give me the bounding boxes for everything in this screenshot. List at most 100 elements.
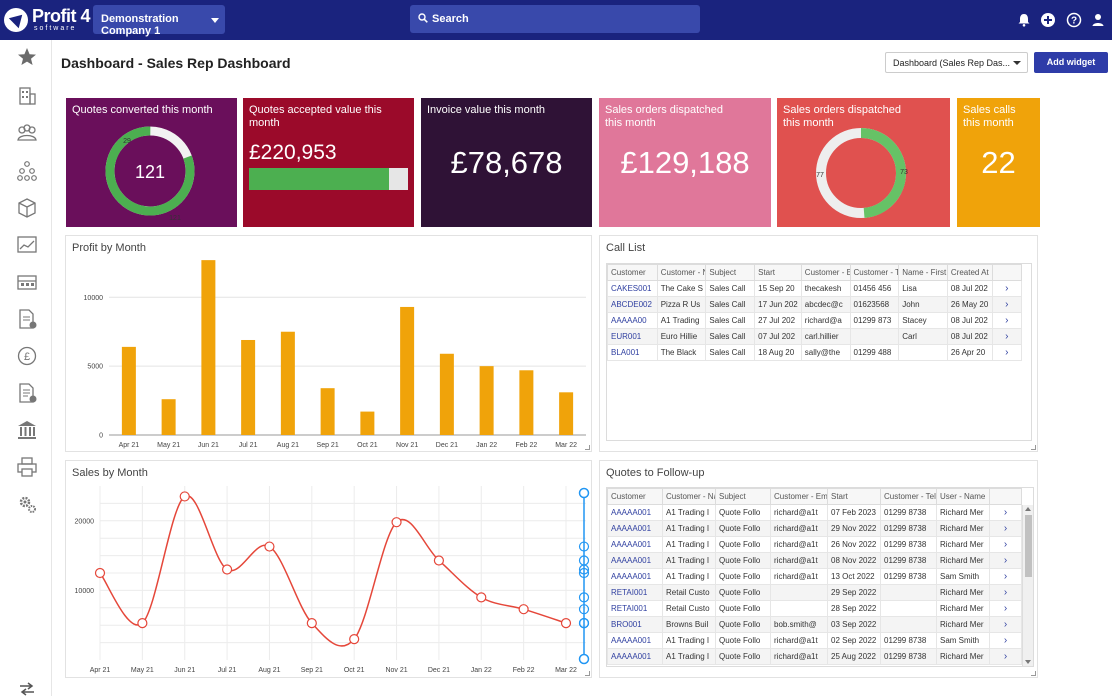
chevron-right-icon[interactable]: › <box>989 632 1022 649</box>
resize-handle[interactable] <box>585 445 590 450</box>
column-header[interactable]: Start <box>827 488 881 505</box>
resize-handle[interactable] <box>1031 671 1036 676</box>
hierarchy-icon[interactable] <box>16 160 38 182</box>
chevron-right-icon[interactable]: › <box>989 616 1022 633</box>
user-icon[interactable] <box>1090 12 1106 28</box>
column-header[interactable]: Customer - Em <box>800 264 851 281</box>
customer-link[interactable]: AAAAA001 <box>607 504 663 521</box>
sales-orders-donut-tile[interactable]: Sales orders dispatched this month 77 73 <box>777 98 950 227</box>
column-header[interactable]: Subject <box>705 264 756 281</box>
chevron-right-icon[interactable]: › <box>991 328 1023 345</box>
chevron-right-icon[interactable]: › <box>991 312 1023 329</box>
column-header[interactable]: Customer - Na <box>656 264 707 281</box>
customer-link[interactable]: AAAAA001 <box>607 568 663 585</box>
chevron-right-icon[interactable]: › <box>991 280 1023 297</box>
table-cell: Quote Follo <box>715 536 771 553</box>
customer-link[interactable]: AAAAA001 <box>607 520 663 537</box>
chevron-right-icon[interactable]: › <box>991 344 1023 361</box>
chevron-right-icon[interactable]: › <box>989 648 1022 665</box>
add-circle-icon[interactable] <box>1040 12 1056 28</box>
table-row[interactable]: AAAAA00 A1 Trading Sales Call 27 Jul 202 ric… <box>607 312 1023 329</box>
table-row[interactable]: AAAAA001 A1 Trading I Quote Follo richard@a… <box>607 568 1022 585</box>
search-input[interactable]: Search <box>410 5 700 33</box>
register-icon[interactable] <box>16 271 38 293</box>
customer-link[interactable]: CAKES001 <box>607 280 658 297</box>
scrollbar-thumb[interactable] <box>1025 515 1032 577</box>
star-icon[interactable] <box>16 46 38 68</box>
table-row[interactable]: RETAI001 Retail Custo Quote Follo 29 Sep 20… <box>607 584 1022 601</box>
scroll-down-icon[interactable] <box>1025 660 1031 664</box>
resize-handle[interactable] <box>1031 445 1036 450</box>
table-row[interactable]: AAAAA001 A1 Trading I Quote Follo richard@a… <box>607 632 1022 649</box>
sales-orders-value-tile[interactable]: Sales orders dispatched this month £129,… <box>599 98 771 227</box>
invoice-icon[interactable] <box>16 382 38 404</box>
document-add-icon[interactable] <box>16 308 38 330</box>
column-header[interactable]: Customer - Te <box>849 264 900 281</box>
chevron-right-icon[interactable]: › <box>989 584 1022 601</box>
profit4-logo[interactable]: Profit 4 software <box>4 6 94 34</box>
help-icon[interactable]: ? <box>1066 12 1082 28</box>
table-row[interactable]: AAAAA001 A1 Trading I Quote Follo richard@a… <box>607 504 1022 521</box>
printer-icon[interactable] <box>16 456 38 478</box>
table-row[interactable]: AAAAA001 A1 Trading I Quote Follo richard@a… <box>607 648 1022 665</box>
customer-link[interactable]: AAAAA001 <box>607 648 663 665</box>
column-header[interactable]: Customer - Tele <box>880 488 937 505</box>
company-select[interactable]: Demonstration Company 1 <box>93 5 225 37</box>
quotes-accepted-tile[interactable]: Quotes accepted value this month £220,95… <box>243 98 414 227</box>
column-header[interactable]: Subject <box>715 488 771 505</box>
table-cell: 08 Nov 2022 <box>827 552 881 569</box>
quotes-converted-tile[interactable]: Quotes converted this month 29 121 121 <box>66 98 237 227</box>
customer-link[interactable]: AAAAA00 <box>607 312 658 329</box>
table-row[interactable]: BLA001 The Black Sales Call 18 Aug 20 sally@… <box>607 344 1023 361</box>
chevron-right-icon[interactable]: › <box>989 536 1022 553</box>
chevron-right-icon[interactable]: › <box>989 552 1022 569</box>
table-row[interactable]: EUR001 Euro Hillie Sales Call 07 Jul 202 car… <box>607 328 1023 345</box>
column-header[interactable]: Name - First N <box>898 264 948 281</box>
table-row[interactable]: AAAAA001 A1 Trading I Quote Follo richard@a… <box>607 520 1022 537</box>
scroll-up-icon[interactable] <box>1025 507 1031 511</box>
invoice-value-tile[interactable]: Invoice value this month £78,678 <box>421 98 592 227</box>
chevron-right-icon[interactable]: › <box>989 520 1022 537</box>
customer-link[interactable]: BLA001 <box>607 344 658 361</box>
table-row[interactable]: ABCDE002 Pizza R Us Sales Call 17 Jun 202 ab… <box>607 296 1023 313</box>
chevron-right-icon[interactable]: › <box>989 568 1022 585</box>
settings-icon[interactable] <box>16 493 38 515</box>
table-row[interactable]: AAAAA001 A1 Trading I Quote Follo richard@a… <box>607 536 1022 553</box>
resize-handle[interactable] <box>585 671 590 676</box>
x-tick-label: Apr 21 <box>119 442 140 449</box>
column-header[interactable]: Customer - Nam <box>662 488 716 505</box>
customer-link[interactable]: EUR001 <box>607 328 658 345</box>
column-header[interactable]: Customer <box>607 264 658 281</box>
customer-link[interactable]: ABCDE002 <box>607 296 658 313</box>
table-row[interactable]: AAAAA001 A1 Trading I Quote Follo richard@a… <box>607 552 1022 569</box>
pound-icon[interactable]: £ <box>16 345 38 367</box>
column-header[interactable]: Created At <box>946 264 993 281</box>
table-row[interactable]: RETAI001 Retail Custo Quote Follo 28 Sep 20… <box>607 600 1022 617</box>
customer-link[interactable]: AAAAA001 <box>607 632 663 649</box>
customer-link[interactable]: RETAI001 <box>607 600 663 617</box>
customer-link[interactable]: RETAI001 <box>607 584 663 601</box>
customer-link[interactable]: BRO001 <box>607 616 663 633</box>
chevron-right-icon[interactable]: › <box>989 504 1022 521</box>
bank-icon[interactable] <box>16 419 38 441</box>
customer-link[interactable]: AAAAA001 <box>607 552 663 569</box>
column-header[interactable]: Start <box>754 264 802 281</box>
scrollbar[interactable] <box>1022 505 1033 666</box>
column-header[interactable]: Customer - Emai <box>770 488 828 505</box>
customer-link[interactable]: AAAAA001 <box>607 536 663 553</box>
dashboard-select[interactable]: Dashboard (Sales Rep Das... <box>885 52 1028 73</box>
box-icon[interactable] <box>16 197 38 219</box>
add-widget-button[interactable]: Add widget <box>1034 52 1108 73</box>
swap-arrows-icon[interactable] <box>16 678 38 696</box>
line-chart-icon[interactable] <box>16 234 38 256</box>
sales-calls-tile[interactable]: Sales calls this month 22 <box>957 98 1040 227</box>
building-icon[interactable] <box>16 85 38 107</box>
customers-icon[interactable] <box>16 122 38 144</box>
chevron-right-icon[interactable]: › <box>989 600 1022 617</box>
chevron-right-icon[interactable]: › <box>991 296 1023 313</box>
column-header[interactable]: Customer <box>607 488 663 505</box>
bell-icon[interactable] <box>1016 12 1032 28</box>
table-row[interactable]: BRO001 Browns Buil Quote Follo bob.smith@ 03… <box>607 616 1022 633</box>
column-header[interactable]: User - Name <box>936 488 990 505</box>
table-row[interactable]: CAKES001 The Cake S Sales Call 15 Sep 20 the… <box>607 280 1023 297</box>
